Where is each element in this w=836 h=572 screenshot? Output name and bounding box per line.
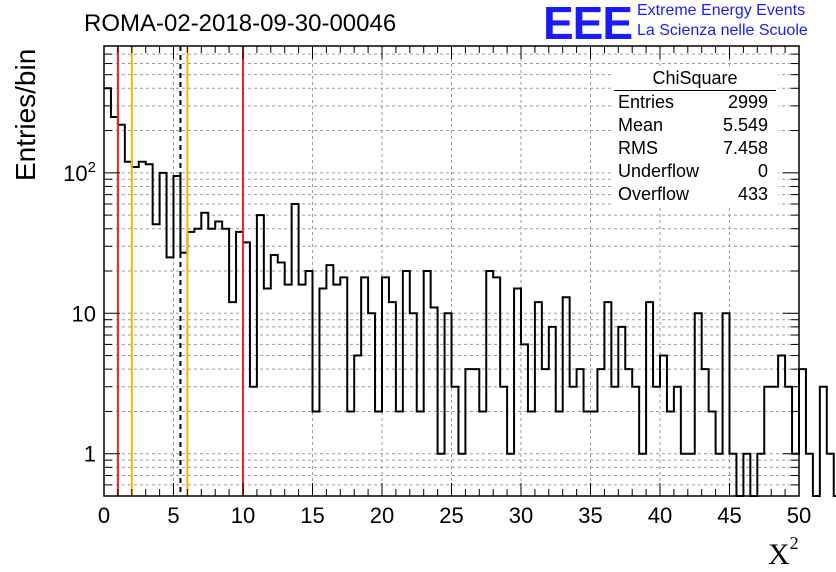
grid-layer [104, 45, 799, 497]
x-tick-label: 10 [231, 503, 255, 528]
stats-value: 2999 [727, 92, 768, 112]
x-tick-label: 20 [370, 503, 394, 528]
stats-value: 7.458 [722, 138, 768, 158]
x-tick-label: 40 [648, 503, 672, 528]
y-tick-label: 102 [63, 159, 96, 186]
histogram-outline [104, 87, 836, 497]
stats-row: Underflow 0 [612, 160, 778, 183]
y-tick-label: 10 [72, 301, 96, 326]
stats-label: Underflow [618, 161, 700, 181]
eee-logo: EEE [543, 0, 633, 49]
x-tick-label: 15 [300, 503, 324, 528]
cut-lines-layer [116, 46, 244, 496]
histogram-layer [104, 87, 836, 497]
x-tick-label: 5 [167, 503, 179, 528]
stats-box: ChiSquare Entries 2999 Mean 5.549 RMS 7.458… [612, 66, 778, 206]
x-axis-label-sup: 2 [789, 533, 799, 553]
x-tick-label: 45 [717, 503, 741, 528]
x-axis-label: X2 [768, 533, 799, 572]
stats-row: Mean 5.549 [612, 114, 778, 137]
x-tick-label: 35 [578, 503, 602, 528]
stats-row: Overflow 433 [612, 183, 778, 206]
stats-row: RMS 7.458 [612, 137, 778, 160]
stats-value: 433 [737, 184, 768, 204]
eee-subtitle-1: Extreme Energy Events [637, 2, 806, 19]
stats-label: Entries [618, 92, 675, 112]
stats-label: Overflow [618, 184, 690, 204]
stats-label: RMS [618, 138, 658, 158]
y-tick-label: 1 [84, 442, 96, 467]
plot-title: ROMA-02-2018-09-30-00046 [84, 10, 397, 37]
x-tick-label: 50 [787, 503, 811, 528]
y-tick-label-sup: 2 [88, 159, 96, 176]
eee-subtitle-2: La Scienza nelle Scuole [637, 22, 808, 39]
stats-row: Entries 2999 [612, 91, 778, 114]
stats-title: ChiSquare [614, 66, 776, 91]
x-tick-label: 25 [439, 503, 463, 528]
x-tick-label: 0 [98, 503, 110, 528]
y-axis-label: Entries/bin [10, 48, 41, 181]
x-axis-label-base: X [768, 538, 790, 571]
stats-value: 5.549 [722, 115, 768, 135]
axis-ticks-layer [103, 45, 800, 497]
y-tick-label-base: 10 [63, 161, 87, 186]
stats-value: 0 [757, 161, 768, 181]
x-tick-label: 30 [509, 503, 533, 528]
stats-label: Mean [618, 115, 664, 135]
